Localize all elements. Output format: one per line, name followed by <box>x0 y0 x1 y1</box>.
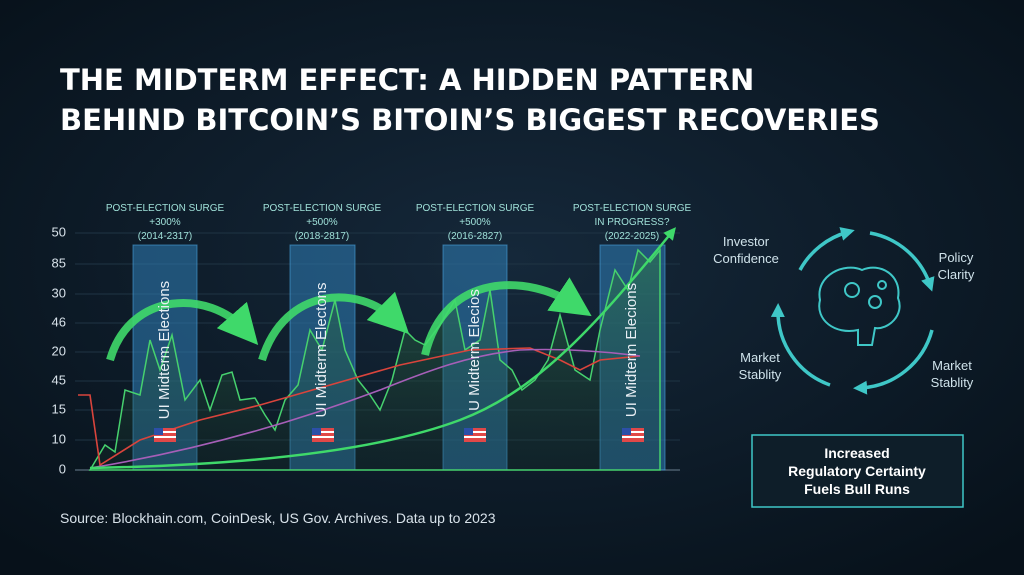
callout-text: Regulatory Certainty <box>788 463 926 479</box>
annotation: POST-ELECTION SURGE <box>416 203 535 214</box>
trend-arrow <box>89 227 676 470</box>
cycle-label: Confidence <box>713 251 779 266</box>
cycle-label: Investor <box>723 234 770 249</box>
band-label: UI Midterm Elections <box>156 281 173 419</box>
source-note: Source: Blockhain.com, CoinDesk, US Gov.… <box>60 510 496 526</box>
purple-line <box>89 348 641 469</box>
callout-text: Fuels Bull Runs <box>804 481 910 497</box>
cycle-label: Clarity <box>938 267 975 282</box>
annotation: +500% <box>459 217 491 228</box>
callout-text: Increased <box>824 445 889 461</box>
annotation: POST-ELECTION SURGE <box>106 203 225 214</box>
title-line: BEHIND BITCOIN’S BITOIN’S BIGGEST RECOVE… <box>60 103 880 137</box>
annotation: (2014-2317) <box>138 231 192 242</box>
cycle-label: Market <box>932 358 972 373</box>
y-axis-label: 10 <box>52 431 66 446</box>
annotation: POST-ELECTION SURGE <box>263 203 382 214</box>
band-label: U Midterm Elecios <box>466 289 483 411</box>
y-axis-label: 30 <box>52 285 66 300</box>
y-axis-label: 20 <box>52 343 66 358</box>
cycle-label: Market <box>740 350 780 365</box>
surge-arrows <box>106 277 592 362</box>
band-label: UI Midterm Elecions <box>623 283 640 417</box>
y-axis-label: 45 <box>52 372 66 387</box>
annotation: POST-ELECTION SURGE <box>573 203 692 214</box>
callout-box <box>751 434 964 508</box>
annotation: +500% <box>306 217 338 228</box>
cycle-arrows <box>770 227 935 395</box>
annotation: IN PROGRESS? <box>594 217 669 228</box>
flags <box>154 428 644 442</box>
annotation: (2022-2025) <box>605 231 659 242</box>
cycle-label: Stablity <box>739 367 782 382</box>
annotation: +300% <box>149 217 181 228</box>
red-line <box>78 347 641 467</box>
y-axis-label: 46 <box>52 314 66 329</box>
y-axis-label: 85 <box>52 255 66 270</box>
y-axis-label: 15 <box>52 401 66 416</box>
price-line <box>88 247 661 471</box>
y-axis-label: 0 <box>59 461 66 476</box>
annotation: (2018-2817) <box>295 231 349 242</box>
cycle-label: Policy <box>939 250 974 265</box>
annotation: (2016-2827) <box>448 231 502 242</box>
brain-icon <box>818 266 901 346</box>
cycle-label: Stablity <box>931 375 974 390</box>
y-axis-label: 50 <box>52 224 66 239</box>
band-label: UI Midterm Electons <box>313 282 330 417</box>
title-line: THE MIDTERM EFFECT: A HIDDEN PATTERN <box>60 63 754 97</box>
